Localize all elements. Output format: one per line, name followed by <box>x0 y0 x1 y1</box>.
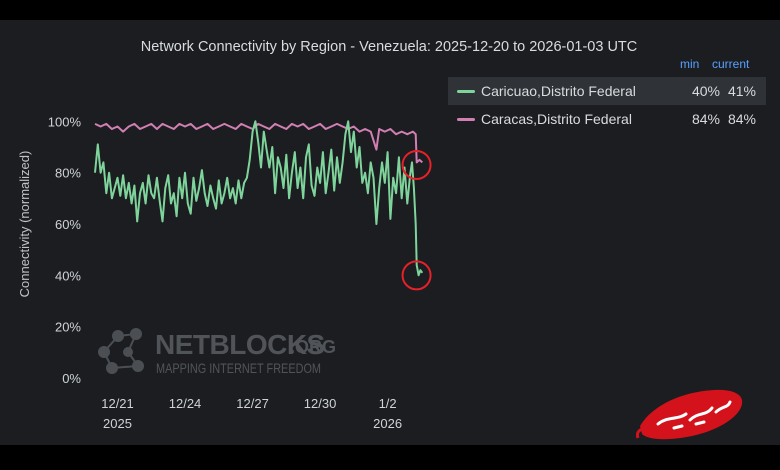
legend-item-caricuao[interactable]: Caricuao,Distrito Federal 40% 41% <box>448 77 766 105</box>
kalbeh-logo-tail <box>636 428 647 439</box>
x-tick-label: 12/24 <box>169 396 202 411</box>
netblocks-domain: .ORG <box>290 337 336 357</box>
kalbeh-logo-shape <box>640 389 743 440</box>
y-tick-label: 80% <box>55 166 81 181</box>
x-tick-label: 12/30 <box>304 396 337 411</box>
series-line-caricuao <box>94 120 424 277</box>
legend-series-current: 84% <box>727 111 756 127</box>
legend-header-min: min <box>680 57 700 71</box>
legend-item-caracas[interactable]: Caracas,Distrito Federal 84% 84% <box>448 105 766 133</box>
chart-title: Network Connectivity by Region - Venezue… <box>141 39 638 55</box>
kalbeh-logo <box>636 389 743 440</box>
annotation-circle-1 <box>401 149 432 180</box>
legend-series-name: Caracas,Distrito Federal <box>481 111 632 127</box>
annotation-layer <box>401 149 432 291</box>
legend-header-current: current <box>712 57 750 71</box>
series-layer <box>94 120 424 277</box>
y-axis-ticks: 0% 20% 40% 60% 80% 100% <box>48 114 82 386</box>
x-tick-label: 1/2 <box>379 396 397 411</box>
legend-series-current: 41% <box>727 83 756 99</box>
netblocks-brand: NETBLOCKS <box>155 329 325 360</box>
y-axis-label: Connectivity (normalized) <box>17 151 32 298</box>
netblocks-tagline: MAPPING INTERNET FREEDOM <box>156 360 321 376</box>
netblocks-logo-icon <box>98 328 144 374</box>
y-tick-label: 40% <box>55 268 81 283</box>
x-tick-year-label: 2026 <box>373 416 402 431</box>
legend-series-name: Caricuao,Distrito Federal <box>481 83 636 99</box>
x-axis-ticks: 12/21 2025 12/24 12/27 12/30 1/2 2026 <box>101 396 402 431</box>
legend-series-min: 40% <box>691 83 720 99</box>
kalbeh-logo-script <box>656 400 732 430</box>
y-tick-label: 100% <box>48 114 82 129</box>
x-tick-year-label: 2025 <box>103 416 132 431</box>
x-tick-label: 12/27 <box>236 396 269 411</box>
legend-series-min: 84% <box>691 111 720 127</box>
netblocks-watermark: NETBLOCKS .ORG MAPPING INTERNET FREEDOM <box>98 328 336 376</box>
y-tick-label: 60% <box>55 217 81 232</box>
y-tick-label: 0% <box>62 371 81 386</box>
legend-swatch <box>457 118 475 121</box>
series-line-caracas <box>94 122 423 164</box>
y-tick-label: 20% <box>55 320 81 335</box>
legend-swatch <box>457 90 475 93</box>
annotation-circle-2 <box>401 260 432 291</box>
x-tick-label: 12/21 <box>101 396 134 411</box>
legend-header: min current <box>448 57 766 77</box>
legend: min current Caricuao,Distrito Federal 40… <box>448 57 766 133</box>
